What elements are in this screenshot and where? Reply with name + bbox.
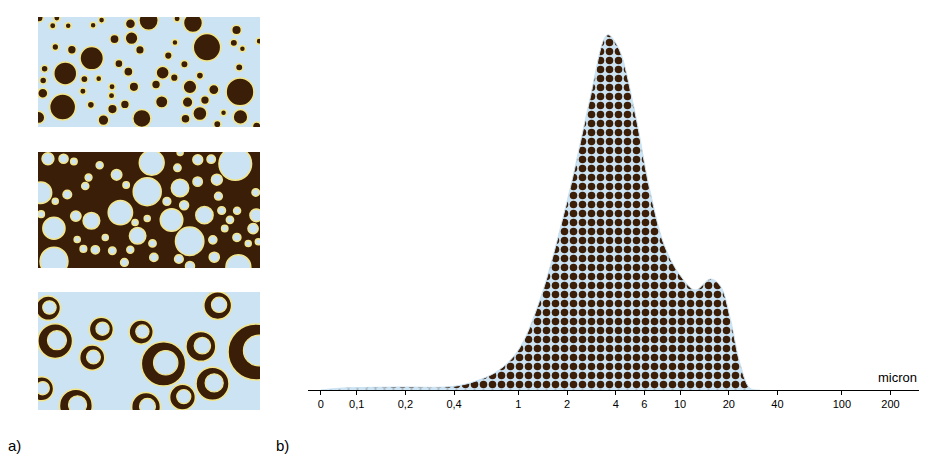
svg-text:20: 20 <box>723 398 735 410</box>
svg-text:0,4: 0,4 <box>446 398 461 410</box>
svg-text:micron: micron <box>878 370 917 385</box>
html-text:b): b) <box>276 437 290 454</box>
svg-text:0,1: 0,1 <box>349 398 364 410</box>
svg-text:0: 0 <box>318 398 324 410</box>
svg-text:200: 200 <box>881 398 899 410</box>
svg-text:100: 100 <box>833 398 851 410</box>
svg-text:10: 10 <box>674 398 686 410</box>
svg-text:4: 4 <box>613 398 619 410</box>
html-text:a): a) <box>8 437 22 454</box>
svg-text:2: 2 <box>564 398 570 410</box>
svg-text:0,2: 0,2 <box>398 398 413 410</box>
svg-text:40: 40 <box>771 398 783 410</box>
svg-text:1: 1 <box>515 398 521 410</box>
svg-text:6: 6 <box>641 398 647 410</box>
